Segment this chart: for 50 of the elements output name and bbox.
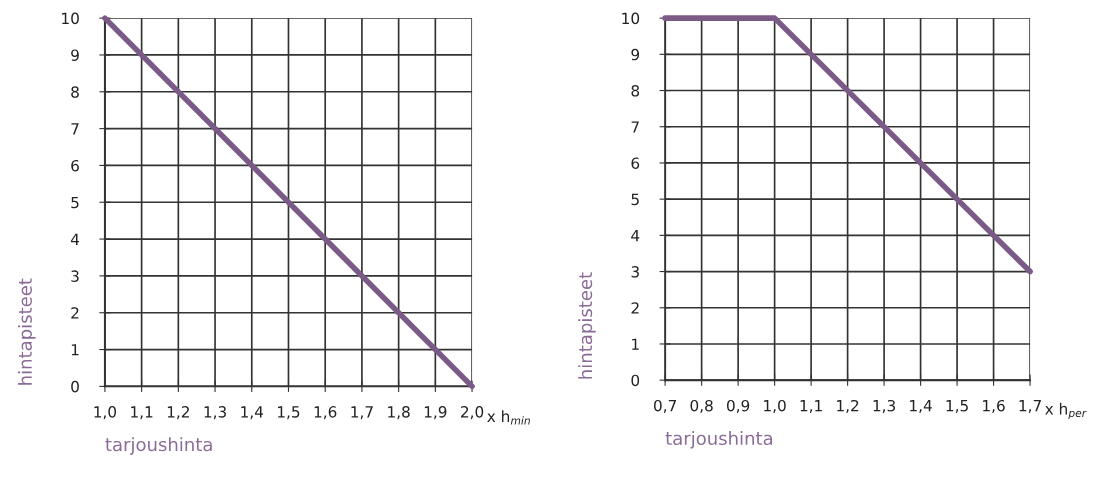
- x-axis-title: tarjoushinta: [105, 437, 212, 455]
- x-tick-label: 0,9: [726, 399, 750, 413]
- x-tick-label: 1,7: [1019, 400, 1041, 413]
- y-tick-label: 2: [71, 307, 79, 319]
- y-tick-label: 6: [631, 157, 640, 169]
- y-tick-label: 10: [622, 12, 640, 25]
- x-tick-label: 1,3: [873, 399, 896, 413]
- x-tick-label: 1,7: [351, 406, 373, 420]
- x-tick-label: 2,0: [461, 406, 484, 420]
- y-tick-label: 9: [71, 49, 79, 61]
- x-tick-label: 1,2: [837, 399, 859, 413]
- x-tick-label: 1,4: [241, 406, 264, 420]
- x-tick-label: 1,5: [946, 400, 968, 413]
- y-tick-label: 9: [631, 48, 640, 61]
- x-tick-label: 1,6: [314, 406, 337, 420]
- y-tick-label: 1: [71, 344, 79, 356]
- y-tick-label: 0: [71, 380, 79, 393]
- y-tick-label: 4: [631, 230, 640, 242]
- y-axis-title: hintapisteet: [578, 272, 596, 379]
- x-tick-label: 1,1: [800, 400, 822, 413]
- y-tick-label: 6: [71, 159, 79, 172]
- x-tick-label: 1,6: [983, 399, 1005, 413]
- y-tick-label: 8: [71, 86, 79, 98]
- x-tick-label: 1,2: [167, 406, 189, 420]
- x-tick-label: 1,1: [131, 406, 153, 420]
- y-tick-label: 0: [631, 374, 640, 387]
- y-tick-label: 4: [70, 233, 80, 245]
- x-tick-label: 1,9: [424, 406, 447, 420]
- y-tick-label: 8: [631, 85, 640, 97]
- text: x h$_{per}$: [1045, 402, 1087, 420]
- y-tick-label: 3: [631, 266, 639, 278]
- x-tick-label: 1,3: [204, 406, 226, 420]
- x-tick-label: 1,4: [910, 400, 932, 413]
- y-tick-label: 5: [71, 196, 79, 209]
- text: x h$_{min}$: [487, 410, 530, 425]
- x-axis-title: tarjoushinta: [665, 431, 773, 449]
- y-tick-label: 5: [631, 193, 639, 206]
- x-tick-label: 0,7: [654, 399, 676, 413]
- x-tick-label: 1,0: [94, 406, 117, 420]
- x-tick-label: 1,5: [278, 406, 300, 420]
- x-tick-label: 0,8: [690, 399, 713, 413]
- y-tick-label: 10: [62, 12, 79, 25]
- x-tick-label: 1,0: [764, 399, 786, 413]
- y-axis-title: hintapisteet: [17, 278, 36, 385]
- y-tick-label: 7: [631, 121, 639, 133]
- y-tick-label: 7: [71, 123, 79, 135]
- y-tick-label: 3: [71, 270, 79, 282]
- x-tick-label: 1,8: [388, 406, 410, 420]
- y-tick-label: 2: [631, 302, 639, 314]
- y-tick-label: 1: [632, 338, 639, 350]
